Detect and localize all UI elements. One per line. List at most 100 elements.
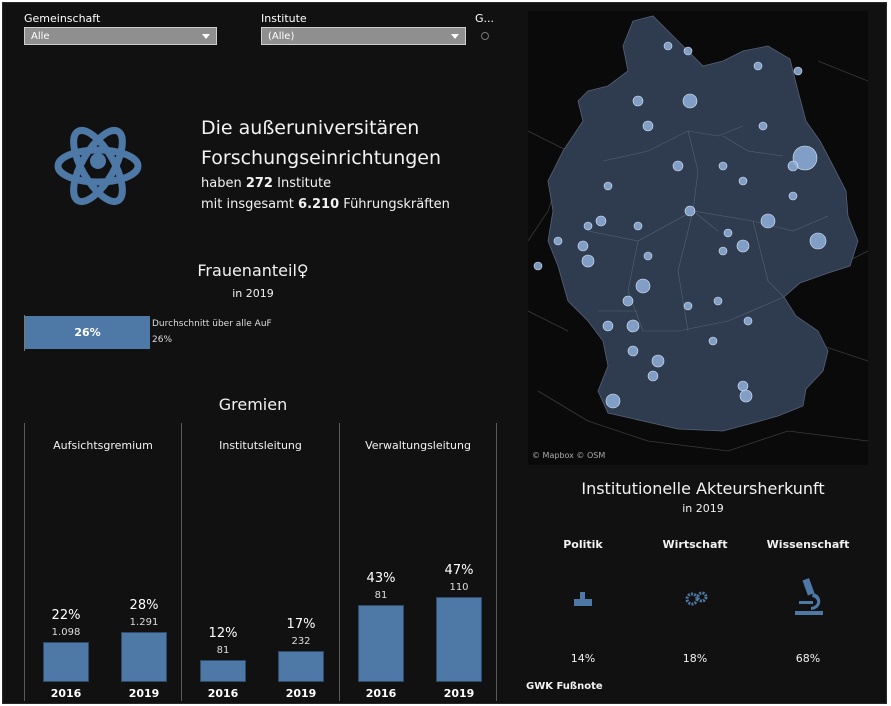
headline-line2: Forschungseinrichtungen (201, 147, 442, 169)
column-title-aufsichtsgremium: Aufsichtsgremium (53, 439, 153, 452)
column-title-institutsleitung: Institutsleitung (219, 439, 302, 452)
origin-label-wissenschaft: Wissenschaft (766, 538, 850, 551)
institute-marker[interactable] (643, 251, 653, 261)
institute-marker[interactable] (583, 221, 593, 231)
gremien-bar[interactable] (358, 605, 404, 682)
institute-marker[interactable] (632, 95, 644, 107)
institute-marker[interactable] (787, 160, 799, 172)
institute-marker[interactable] (736, 239, 750, 253)
institute-marker[interactable] (713, 296, 723, 306)
filter-label-institute: Institute (261, 12, 307, 25)
institutes-suffix: Institute (277, 176, 332, 191)
institute-marker[interactable] (672, 160, 684, 172)
map-attribution: © Mapbox © OSM (532, 451, 606, 460)
institute-marker[interactable] (684, 205, 696, 217)
state-borders (587, 125, 829, 332)
institute-marker[interactable] (602, 320, 614, 332)
institute-marker[interactable] (718, 246, 728, 256)
gremien-bar[interactable] (200, 660, 246, 682)
leaders-prefix: mit insgesamt (201, 197, 294, 212)
gremien-year-label: 2019 (128, 687, 160, 700)
origin-pct-wirtschaft: 18% (682, 652, 708, 665)
gremien-count-label: 81 (216, 645, 230, 656)
institute-marker[interactable] (577, 240, 589, 252)
atom-icon (54, 126, 142, 206)
filter-label-third: G... (475, 12, 495, 25)
origin-pct-politik: 14% (570, 652, 596, 665)
institute-marker[interactable] (682, 93, 698, 109)
institute-markers[interactable] (533, 41, 827, 409)
institute-marker[interactable] (605, 393, 621, 409)
filter-toggle-icon[interactable] (481, 32, 489, 40)
gremien-pct-label: 43% (366, 571, 396, 586)
institute-marker[interactable] (663, 41, 673, 51)
institute-marker[interactable] (792, 145, 818, 171)
institute-marker[interactable] (753, 61, 763, 71)
institute-marker[interactable] (642, 120, 654, 132)
institute-marker[interactable] (738, 176, 748, 186)
column-divider (181, 423, 182, 701)
institute-marker[interactable] (760, 213, 776, 229)
gremien-pct-label: 12% (208, 626, 238, 641)
gremien-pct-label: 22% (51, 608, 81, 623)
institute-marker[interactable] (788, 191, 798, 201)
gremien-year-label: 2019 (285, 687, 317, 700)
institute-marker[interactable] (627, 345, 639, 357)
institute-dropdown[interactable]: (Alle) (261, 27, 466, 45)
institute-marker[interactable] (683, 301, 693, 311)
frauenanteil-year: in 2019 (232, 287, 274, 300)
gremien-pct-label: 47% (444, 563, 474, 578)
gremien-bar[interactable] (436, 597, 482, 682)
origin-pct-wissenschaft: 68% (795, 652, 821, 665)
herkunft-title: Institutionelle Akteursherkunft (581, 479, 825, 498)
institute-marker[interactable] (595, 215, 607, 227)
institute-marker[interactable] (793, 66, 803, 76)
institute-marker[interactable] (647, 370, 659, 382)
column-divider (496, 423, 497, 701)
germany-map[interactable]: © Mapbox © OSM (528, 11, 868, 465)
gremien-bar[interactable] (121, 632, 167, 682)
gremien-count-label: 110 (449, 582, 469, 593)
institutes-count: 272 (245, 176, 273, 191)
institutes-summary: haben 272 Institute (201, 173, 331, 194)
gremien-title: Gremien (218, 395, 288, 414)
germany-region (547, 15, 859, 432)
institute-marker[interactable] (651, 354, 665, 368)
institute-marker[interactable] (737, 380, 749, 392)
institute-marker[interactable] (581, 254, 595, 268)
institute-marker[interactable] (626, 319, 640, 333)
gremien-bar[interactable] (43, 642, 89, 682)
map-canvas (528, 15, 868, 452)
institute-marker[interactable] (718, 161, 728, 171)
institute-marker[interactable] (723, 228, 733, 238)
gemeinschaft-value: Alle (31, 30, 50, 42)
chevron-down-icon (202, 33, 210, 39)
institute-marker[interactable] (758, 121, 768, 131)
gremien-bar[interactable] (278, 651, 324, 682)
politics-icon (574, 592, 592, 606)
institute-marker[interactable] (683, 46, 693, 56)
institute-marker[interactable] (603, 181, 613, 191)
institute-marker[interactable] (533, 261, 543, 271)
institute-marker[interactable] (708, 336, 718, 346)
chevron-down-icon (451, 33, 459, 39)
institute-value: (Alle) (268, 30, 295, 42)
gremien-count-label: 232 (291, 636, 311, 647)
institute-marker[interactable] (553, 236, 563, 246)
footnote-link[interactable]: GWK Fußnote (526, 681, 603, 692)
gemeinschaft-dropdown[interactable]: Alle (24, 27, 217, 45)
origin-label-politik: Politik (563, 538, 603, 551)
gremien-count-label: 1.098 (51, 627, 81, 638)
institute-marker[interactable] (635, 278, 651, 294)
institute-marker[interactable] (622, 295, 634, 307)
institute-marker[interactable] (739, 389, 753, 403)
institute-marker[interactable] (809, 232, 827, 250)
column-divider (339, 423, 340, 701)
women-share-bar[interactable]: 26% (25, 316, 150, 349)
institute-marker[interactable] (743, 316, 753, 326)
institute-marker[interactable] (633, 221, 643, 231)
gremien-count-label: 81 (374, 590, 388, 601)
filter-label-gemeinschaft: Gemeinschaft (24, 12, 101, 25)
leaders-suffix: Führungskräften (343, 197, 450, 212)
gremien-pct-label: 28% (129, 598, 159, 613)
